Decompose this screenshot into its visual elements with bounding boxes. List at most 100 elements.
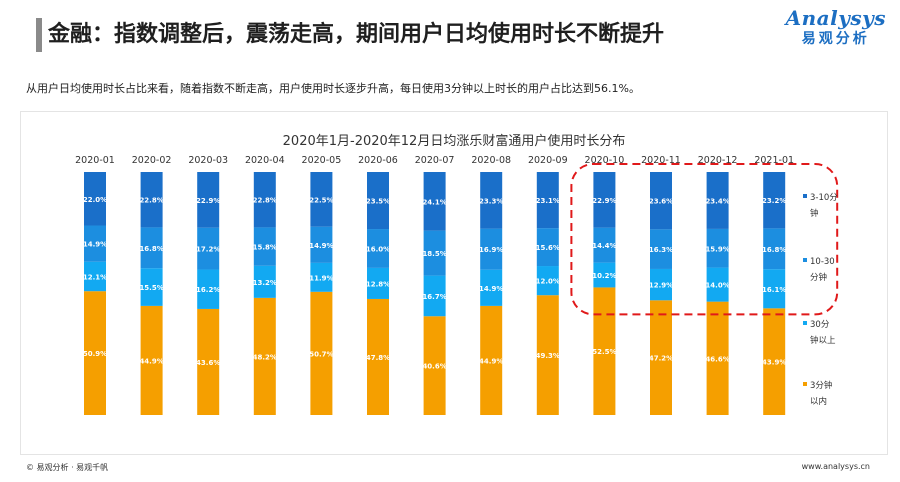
data-label: 44.9%	[139, 357, 163, 365]
bar-segment	[706, 228, 729, 268]
data-label: 23.6%	[649, 198, 673, 206]
bar-segment	[84, 172, 106, 226]
bar-segment	[763, 308, 786, 415]
data-label: 43.9%	[762, 359, 786, 367]
data-label: 12.1%	[83, 273, 107, 281]
data-label: 11.9%	[309, 274, 333, 282]
bar-segment	[84, 225, 106, 262]
bar-segment	[84, 291, 106, 415]
bar-segment	[140, 227, 163, 269]
legend-swatch	[803, 382, 807, 386]
legend-label: 3分钟	[810, 380, 832, 391]
bar-segment	[367, 229, 389, 268]
data-label: 22.5%	[309, 196, 333, 204]
data-label: 12.8%	[366, 280, 390, 288]
data-label: 23.1%	[536, 197, 560, 205]
bar-segment	[480, 172, 503, 229]
data-label: 23.3%	[479, 197, 503, 205]
legend-swatch	[803, 194, 807, 198]
bar-segment	[84, 261, 106, 292]
data-label: 13.2%	[253, 279, 277, 287]
x-tick-label: 2020-03	[188, 155, 228, 166]
bar-segment	[536, 228, 559, 267]
data-label: 43.6%	[196, 359, 220, 367]
bar-segment	[763, 269, 786, 309]
data-label: 16.8%	[139, 245, 163, 253]
bar-segment	[367, 298, 389, 415]
data-label: 16.8%	[762, 246, 786, 254]
data-label: 50.7%	[309, 350, 333, 358]
data-label: 47.8%	[366, 354, 390, 362]
bar-segment	[593, 227, 616, 263]
data-label: 15.5%	[139, 284, 163, 292]
data-label: 14.0%	[705, 282, 729, 290]
bar-segment	[423, 275, 446, 317]
data-label: 16.7%	[422, 293, 446, 301]
data-label: 14.4%	[592, 242, 616, 250]
logo-text-en: Analysys	[785, 6, 886, 30]
footer-copyright: © 易观分析 · 易观千帆	[26, 463, 109, 472]
data-label: 14.9%	[479, 285, 503, 293]
bar-segment	[650, 172, 672, 230]
bar-segment	[706, 301, 729, 415]
data-label: 15.8%	[253, 244, 277, 252]
bar-segment	[593, 172, 616, 228]
data-label: 10.2%	[592, 272, 616, 280]
data-label: 14.9%	[83, 241, 107, 249]
x-tick-label: 2021-01	[754, 155, 794, 166]
x-tick-label: 2020-04	[245, 155, 285, 166]
legend-label: 钟	[810, 208, 819, 219]
bar-segment	[536, 266, 559, 296]
data-label: 22.9%	[592, 197, 616, 205]
data-label: 48.2%	[253, 353, 277, 361]
data-label: 49.3%	[536, 352, 560, 360]
bar-segment	[367, 267, 389, 299]
x-tick-label: 2020-09	[528, 155, 568, 166]
bar-segment	[650, 300, 672, 415]
bar-segment	[423, 316, 446, 415]
x-tick-label: 2020-11	[641, 155, 681, 166]
bar-segment	[763, 228, 786, 270]
bar-segment	[593, 262, 616, 288]
bar-segment	[650, 229, 672, 269]
bar-segment	[197, 227, 220, 270]
data-label: 44.9%	[479, 357, 503, 365]
bar-segment	[536, 295, 559, 415]
bar-segment	[140, 305, 163, 415]
x-tick-label: 2020-12	[698, 155, 738, 166]
bar-segment	[367, 172, 389, 230]
bar-segment	[197, 172, 220, 228]
data-label: 22.9%	[196, 197, 220, 205]
bar-segment	[140, 268, 163, 306]
bar-segment	[706, 267, 729, 302]
data-label: 16.9%	[479, 246, 503, 254]
bar-segment	[423, 230, 446, 276]
bar-segment	[310, 172, 333, 227]
x-tick-label: 2020-10	[585, 155, 625, 166]
data-label: 12.9%	[649, 282, 673, 290]
bar-segment	[253, 297, 276, 415]
data-label: 47.2%	[649, 355, 673, 363]
legend-swatch	[803, 258, 807, 262]
bar-segment	[650, 268, 672, 301]
x-tick-label: 2020-05	[302, 155, 342, 166]
title-accent-bar	[36, 18, 42, 52]
data-label: 23.4%	[705, 197, 729, 205]
page-subtitle: 从用户日均使用时长占比来看，随着指数不断走高，用户使用时长逐步升高，每日使用3分…	[26, 82, 640, 95]
data-label: 22.0%	[83, 196, 107, 204]
bar-segment	[593, 287, 616, 415]
bar-segment	[197, 269, 220, 309]
chart-panel: 2020年1月-2020年12月日均涨乐财富通用户使用时长分布 2020-01 50…	[20, 111, 888, 455]
page-title: 金融：指数调整后，震荡走高，期间用户日均使用时长不断提升	[48, 22, 665, 47]
bar-segment	[310, 226, 333, 263]
data-label: 16.1%	[762, 286, 786, 294]
logo-text-cn: 易观分析	[801, 31, 870, 47]
data-label: 18.5%	[422, 250, 446, 258]
bar-segment	[197, 308, 220, 415]
bar-segment	[706, 172, 729, 229]
bar-segment	[310, 291, 333, 415]
x-tick-label: 2020-01	[75, 155, 115, 166]
legend-label: 30分	[810, 320, 830, 330]
data-label: 23.5%	[366, 198, 390, 206]
bar-segment	[310, 262, 333, 292]
